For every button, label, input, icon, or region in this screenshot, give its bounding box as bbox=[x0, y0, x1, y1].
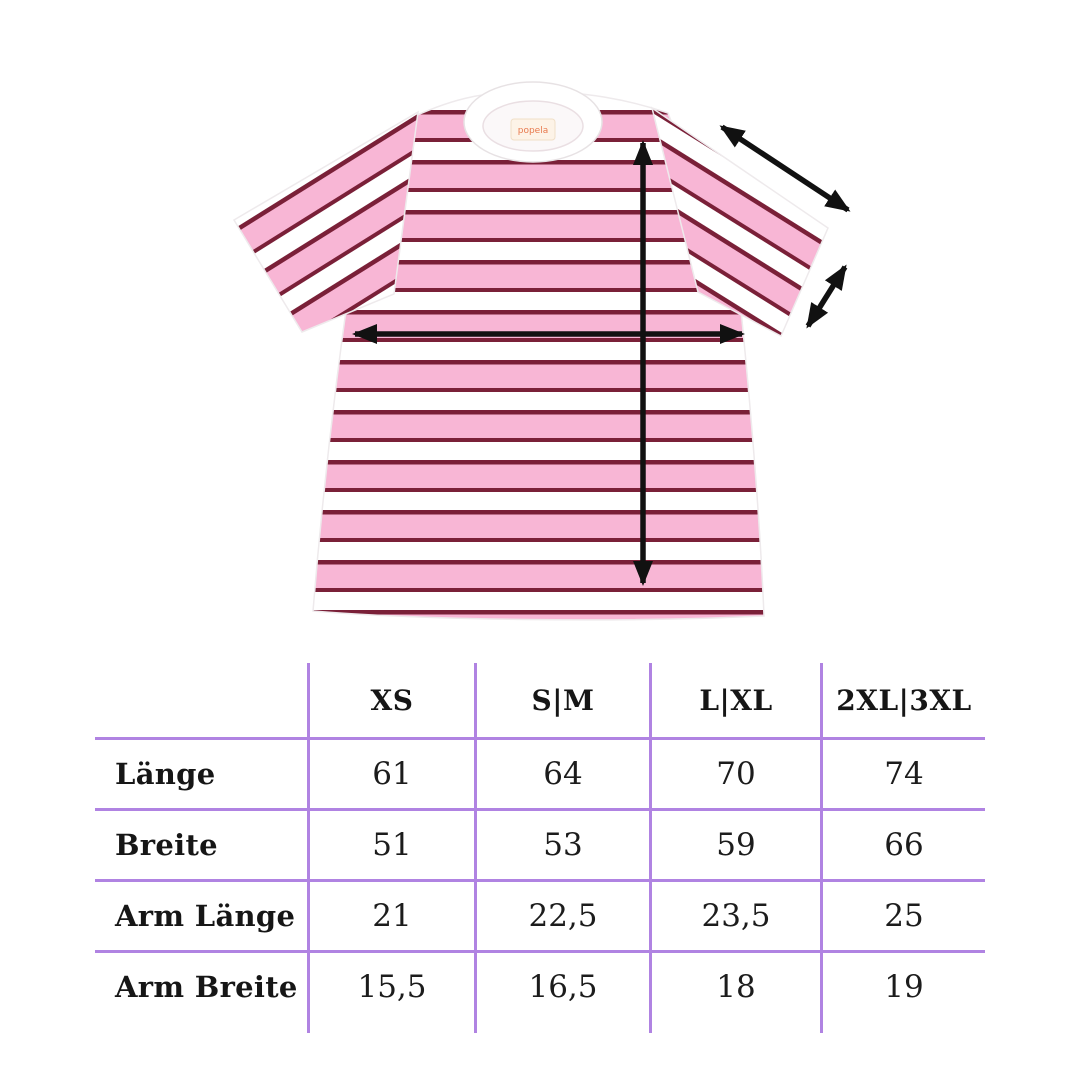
row-label: Arm Breite bbox=[95, 953, 310, 1021]
table-gridline-tail bbox=[95, 1021, 985, 1033]
arm-length-measure-arrow-icon bbox=[719, 124, 851, 213]
brand-tag-text: popela bbox=[518, 126, 549, 136]
table-row-arm-breite: Arm Breite 15,5 16,5 18 19 bbox=[95, 950, 985, 1021]
arm-width-measure-arrow-icon bbox=[805, 264, 848, 329]
size-value-cell: 16,5 bbox=[477, 953, 652, 1021]
header-empty-cell bbox=[95, 663, 310, 737]
size-column-header-xs: XS bbox=[310, 663, 477, 737]
row-label: Länge bbox=[95, 740, 310, 808]
tshirt-size-diagram: popela bbox=[232, 81, 851, 621]
row-label: Breite bbox=[95, 811, 310, 879]
size-value-cell: 23,5 bbox=[652, 882, 823, 950]
tshirt-left-sleeve bbox=[232, 110, 419, 333]
size-value-cell: 22,5 bbox=[477, 882, 652, 950]
size-column-header-sm: S|M bbox=[477, 663, 652, 737]
size-value-cell: 25 bbox=[884, 898, 924, 934]
brand-tag: popela bbox=[510, 118, 556, 141]
gridline-tail-cell bbox=[477, 1021, 652, 1033]
size-value-cell: 15,5 bbox=[310, 953, 477, 1021]
size-column-header-2xl3xl: 2XL|3XL bbox=[836, 683, 972, 717]
gridline-tail-cell bbox=[652, 1021, 823, 1033]
size-value-cell: 61 bbox=[310, 740, 477, 808]
row-label: Arm Länge bbox=[95, 882, 310, 950]
gridline-tail-cell bbox=[95, 1021, 310, 1033]
table-row-arm-laenge: Arm Länge 21 22,5 23,5 25 bbox=[95, 879, 985, 950]
size-value-cell: 74 bbox=[884, 756, 924, 792]
size-table: XS S|M L|XL 2XL|3XL Länge 61 64 70 74 Br… bbox=[95, 663, 985, 1033]
table-row-laenge: Länge 61 64 70 74 bbox=[95, 737, 985, 808]
table-row-breite: Breite 51 53 59 66 bbox=[95, 808, 985, 879]
measurement-arrows bbox=[352, 124, 851, 586]
size-table-header-row: XS S|M L|XL 2XL|3XL bbox=[95, 663, 985, 737]
size-column-header-lxl: L|XL bbox=[652, 663, 823, 737]
size-value-cell: 21 bbox=[310, 882, 477, 950]
size-value-cell: 64 bbox=[477, 740, 652, 808]
size-value-cell: 70 bbox=[652, 740, 823, 808]
size-value-cell: 19 bbox=[884, 969, 924, 1005]
size-value-cell: 59 bbox=[652, 811, 823, 879]
gridline-tail-cell bbox=[823, 1021, 985, 1033]
size-value-cell: 53 bbox=[477, 811, 652, 879]
gridline-tail-cell bbox=[310, 1021, 477, 1033]
tshirt-illustration: popela bbox=[232, 81, 851, 621]
size-value-cell: 66 bbox=[884, 827, 924, 863]
tshirt-shape: popela bbox=[232, 81, 829, 621]
size-value-cell: 18 bbox=[652, 953, 823, 1021]
size-value-cell: 51 bbox=[310, 811, 477, 879]
